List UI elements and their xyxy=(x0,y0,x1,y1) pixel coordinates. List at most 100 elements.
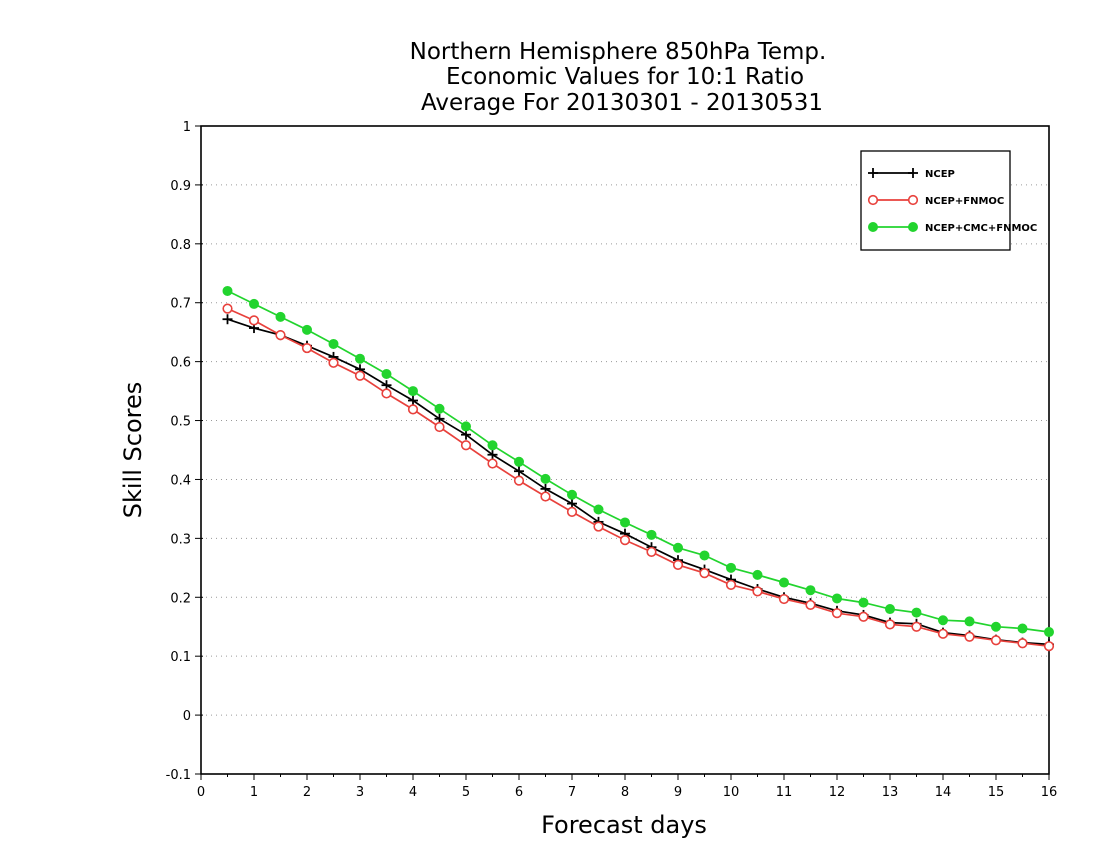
series-1-point-22 xyxy=(805,599,816,611)
series-2-point-7 xyxy=(408,386,418,397)
series-2-point-31 xyxy=(1044,627,1054,638)
series-1-point-7 xyxy=(407,404,419,415)
series-1-point-24 xyxy=(858,611,869,622)
x-tick-label-14: 14 xyxy=(935,785,952,800)
y-tick-label-0: -0.1 xyxy=(166,768,191,783)
series-1-point-4 xyxy=(328,357,339,368)
series-0-point-0 xyxy=(222,314,233,325)
chart-title-line-2: Economic Values for 10:1 Ratio xyxy=(446,64,804,90)
x-tick-label-5: 5 xyxy=(462,785,470,800)
series-2-point-8 xyxy=(434,403,445,414)
x-tick-label-3: 3 xyxy=(356,785,364,800)
series-1-point-1 xyxy=(248,315,260,326)
y-tick-label-6: 0.5 xyxy=(170,415,191,430)
legend-label-2: NCEP+CMC+FNMOC xyxy=(925,223,1037,234)
x-tick-label-16: 16 xyxy=(1041,785,1058,800)
y-axis-title: Skill Scores xyxy=(119,382,147,519)
series-1-point-28 xyxy=(964,631,975,642)
x-tick-label-0: 0 xyxy=(197,785,205,800)
series-2-point-9 xyxy=(461,421,471,432)
series-2-point-30 xyxy=(1017,623,1028,634)
series-1-point-17 xyxy=(672,559,684,570)
series-1-point-15 xyxy=(619,535,631,546)
series-layer xyxy=(222,285,1055,652)
legend-marker-start-2 xyxy=(868,222,878,232)
legend-marker-start-1 xyxy=(867,194,879,206)
legend-item-1: NCEP+FNMOC xyxy=(867,194,1004,207)
series-0-point-11 xyxy=(514,466,524,477)
series-2-point-4 xyxy=(328,338,339,349)
x-tick-label-8: 8 xyxy=(621,785,629,800)
series-2-point-2 xyxy=(275,311,286,322)
legend-label-1: NCEP+FNMOC xyxy=(925,196,1004,207)
x-tick-label-12: 12 xyxy=(829,785,846,800)
series-1-point-10 xyxy=(487,458,498,469)
series-1-point-0 xyxy=(222,303,233,314)
series-1-point-20 xyxy=(752,586,763,597)
series-1-point-29 xyxy=(990,635,1002,646)
series-1-point-19 xyxy=(725,579,737,591)
series-1-point-16 xyxy=(646,546,657,558)
series-0-line xyxy=(227,318,1050,646)
series-1-point-25 xyxy=(884,619,896,630)
series-2-point-6 xyxy=(381,369,392,380)
axes-layer: -0.100.10.20.30.40.50.60.70.80.910 1 2 3 4 5 6… xyxy=(166,120,1058,800)
series-1 xyxy=(222,303,1055,652)
series-1-point-14 xyxy=(593,521,604,532)
series-2 xyxy=(222,285,1054,638)
grid-layer xyxy=(201,184,1049,716)
x-tick-label-11: 11 xyxy=(776,785,793,800)
series-1-point-11 xyxy=(513,475,525,486)
series-1-point-31 xyxy=(1043,641,1055,652)
x-tick-label-6: 6 xyxy=(515,785,523,800)
y-tick-label-3: 0.2 xyxy=(170,591,191,606)
legend: NCEP NCEP+FNMOC NCEP+CMC+FNMOC xyxy=(860,150,1037,251)
x-tick-label-1: 1 xyxy=(250,785,258,800)
series-2-point-3 xyxy=(302,324,312,335)
series-2-point-10 xyxy=(487,440,498,451)
legend-marker-start-0 xyxy=(868,168,878,178)
series-2-point-18 xyxy=(699,550,710,561)
series-2-point-1 xyxy=(249,298,259,309)
y-tick-label-5: 0.4 xyxy=(170,473,191,488)
chart-title-line-1: Northern Hemisphere 850hPa Temp. xyxy=(410,39,827,65)
x-tick-label-7: 7 xyxy=(568,785,576,800)
series-0 xyxy=(222,314,1054,650)
series-2-point-21 xyxy=(779,577,789,588)
series-2-point-13 xyxy=(567,489,577,500)
series-1-point-2 xyxy=(275,330,286,341)
legend-marker-end-0 xyxy=(908,168,918,178)
y-tick-label-4: 0.3 xyxy=(170,532,191,547)
series-0-point-10 xyxy=(487,449,498,460)
series-2-point-16 xyxy=(646,529,657,540)
y-tick-label-9: 0.8 xyxy=(170,238,191,253)
series-1-point-13 xyxy=(566,506,578,517)
legend-item-0: NCEP xyxy=(868,168,955,180)
legend-marker-end-2 xyxy=(908,222,918,232)
series-2-point-29 xyxy=(991,621,1001,632)
y-tick-label-2: 0.1 xyxy=(170,650,191,665)
series-2-point-5 xyxy=(355,353,365,364)
x-axis-title: Forecast days xyxy=(541,811,707,839)
series-2-point-11 xyxy=(514,456,524,467)
series-1-point-23 xyxy=(831,608,843,619)
x-tick-label-2: 2 xyxy=(303,785,311,800)
series-2-point-26 xyxy=(911,607,922,618)
series-1-point-8 xyxy=(434,421,445,433)
series-2-point-27 xyxy=(938,615,948,626)
series-2-point-0 xyxy=(222,285,233,296)
series-2-point-15 xyxy=(620,517,630,528)
series-2-point-22 xyxy=(805,585,816,596)
series-2-point-28 xyxy=(964,616,975,627)
series-0-point-7 xyxy=(408,395,418,406)
x-tick-label-10: 10 xyxy=(723,785,740,800)
legend-marker-end-1 xyxy=(907,194,919,206)
series-1-point-21 xyxy=(778,593,790,605)
series-1-point-6 xyxy=(381,388,392,399)
x-tick-label-9: 9 xyxy=(674,785,682,800)
x-tick-label-13: 13 xyxy=(882,785,899,800)
series-2-point-12 xyxy=(540,473,551,484)
legend-item-2: NCEP+CMC+FNMOC xyxy=(868,222,1037,234)
series-2-point-24 xyxy=(858,597,869,608)
